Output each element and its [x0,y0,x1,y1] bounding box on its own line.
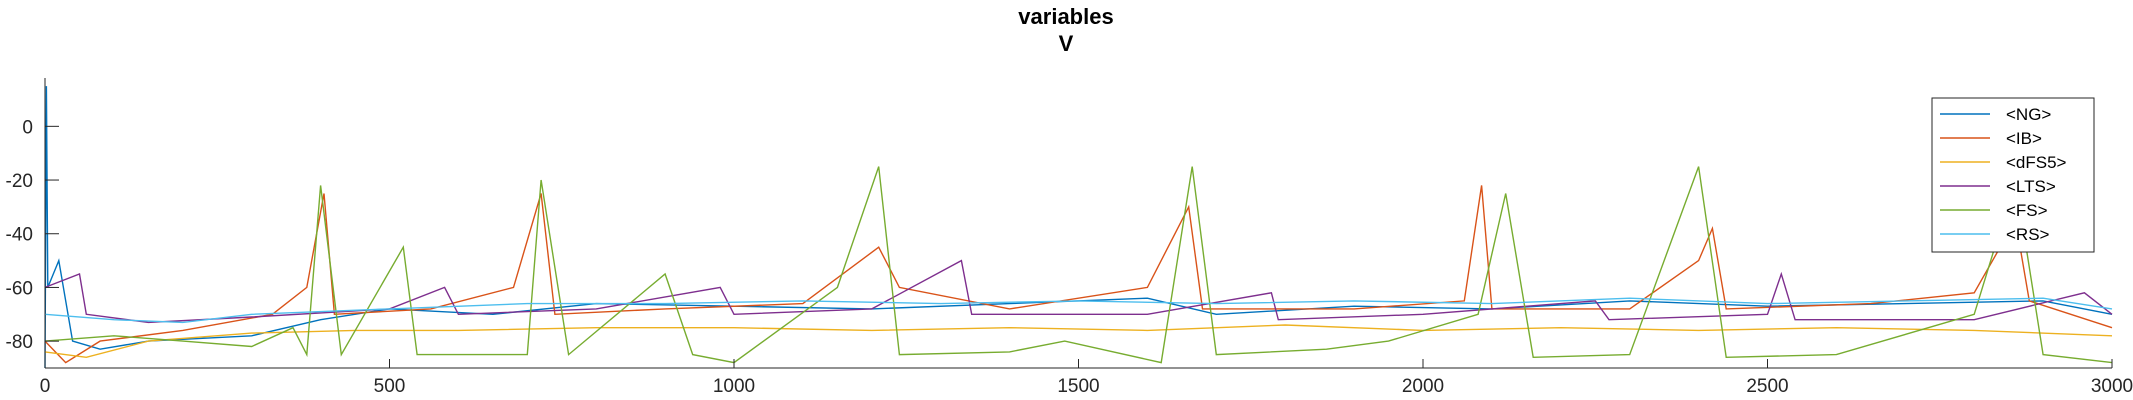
plot-lines [44,86,2113,369]
series-line-3 [44,259,2113,324]
legend-label-4: <FS> [2006,201,2048,220]
chart-subtitle: V [1059,31,1074,56]
x-tick-label-2: 1000 [713,376,755,397]
y-tick-label-2: -40 [6,225,33,246]
legend-box [1931,97,2095,253]
y-tick-label-3: -60 [6,278,33,299]
legend[interactable]: <NG> <IB> <dFS5> <LTS> <FS> <RS> [1931,97,2095,253]
series-line-0 [44,86,2113,369]
legend-label-1: <IB> [2006,129,2042,148]
x-tick-label-3: 1500 [1057,376,1099,397]
y-tick-label-4: -80 [6,332,33,353]
y-tick-label-0: 0 [22,117,33,138]
legend-label-0: <NG> [2006,105,2051,124]
x-tick-label-4: 2000 [1402,376,1444,397]
x-tick-label-0: 0 [40,376,51,397]
legend-label-2: <dFS5> [2006,153,2067,172]
axes: 0 500 1000 1500 2000 2500 3000 0 -20 -40 -60 -80 [6,78,2133,397]
series-line-1 [44,185,2113,364]
y-tick-label-1: -20 [6,171,33,192]
x-tick-label-5: 2500 [1746,376,1788,397]
x-tick-label-1: 500 [374,376,406,397]
series-line-5 [44,297,2113,324]
series-line-4 [44,166,2113,364]
x-tick-label-6: 3000 [2091,376,2133,397]
legend-label-3: <LTS> [2006,177,2056,196]
legend-label-5: <RS> [2006,225,2050,244]
chart-title: variables [1018,4,1113,29]
